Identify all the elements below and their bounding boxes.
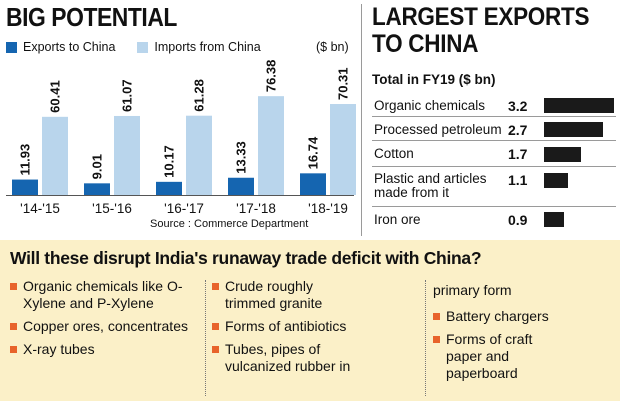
exports-title: LARGEST EXPORTS TO CHINA: [372, 3, 590, 58]
export-bar: [544, 122, 604, 137]
export-row: Iron ore 0.9: [372, 207, 616, 233]
bullet-icon: [10, 283, 17, 290]
x-tick-label: '16-'17: [164, 201, 204, 216]
data-label: 11.93: [18, 144, 33, 176]
x-tick-label: '15-'16: [92, 201, 132, 216]
list-item: Battery chargers: [433, 308, 613, 325]
list-item: Forms of antibiotics: [212, 318, 420, 335]
x-tick-label: '14-'15: [20, 201, 60, 216]
list-item-text: Crude roughly trimmed granite: [225, 278, 323, 311]
data-label: 76.38: [264, 60, 279, 92]
export-row: Plastic and articles made from it 1.1: [372, 167, 616, 207]
x-tick-label: '17-'18: [236, 201, 276, 216]
list-item: Forms of craft paper and paperboard: [433, 331, 613, 382]
export-label: Cotton: [374, 146, 414, 161]
export-value: 1.1: [508, 172, 528, 188]
bar-imports: [114, 115, 140, 195]
list-item: Crude roughly trimmed granite: [212, 278, 420, 312]
source-note: Source : Commerce Department: [150, 218, 309, 230]
export-value: 1.7: [508, 146, 528, 162]
export-bar: [544, 212, 564, 227]
data-label: 60.41: [48, 80, 63, 113]
list-item-text: X-ray tubes: [23, 341, 95, 357]
chart-title: BIG POTENTIAL: [6, 2, 177, 32]
bullet-icon: [433, 336, 440, 343]
export-label: Processed petroleum: [374, 122, 502, 137]
list-item-continuation: primary form: [433, 282, 512, 298]
export-label: Organic chemicals: [374, 98, 486, 113]
bar-chart: 11.93 60.41 '14-'15 9.01 61.07 '15-'16 10.17 61…: [6, 60, 356, 216]
bullet-icon: [212, 346, 219, 353]
bar-exports: [84, 183, 110, 195]
bar-exports: [156, 181, 182, 195]
bullet-column-1: Organic chemicals like O-Xylene and P-Xy…: [10, 278, 202, 364]
data-label: 13.33: [234, 141, 249, 174]
x-tick-label: '18-'19: [308, 201, 348, 216]
bar-exports: [300, 173, 326, 195]
list-item-text: Tubes, pipes of vulcanized rubber in: [225, 341, 351, 374]
chart-unit: ($ bn): [316, 40, 349, 54]
data-label: 16.74: [306, 136, 321, 169]
export-label: Plastic and articles made from it: [374, 171, 487, 200]
exports-subtitle: Total in FY19 ($ bn): [372, 72, 496, 87]
divider: [361, 4, 362, 236]
data-label: 61.07: [120, 79, 135, 112]
export-value: 0.9: [508, 212, 528, 228]
data-label: 70.31: [336, 67, 351, 100]
list-item: Tubes, pipes of vulcanized rubber in: [212, 341, 420, 375]
bullet-column-3: primary form Battery chargers Forms of c…: [433, 282, 613, 388]
export-bar: [544, 147, 582, 162]
data-label: 10.17: [162, 145, 177, 178]
exports-title-line2: TO CHINA: [372, 30, 479, 58]
list-item: Copper ores, concentrates: [10, 318, 202, 335]
data-label: 9.01: [90, 154, 105, 179]
column-divider: [205, 280, 206, 396]
bottom-title: Will these disrupt India's runaway trade…: [10, 248, 482, 268]
bottom-panel: Will these disrupt India's runaway trade…: [0, 240, 620, 401]
export-row: Cotton 1.7: [372, 141, 616, 167]
data-label: 61.28: [192, 79, 207, 112]
bar-imports: [42, 116, 68, 195]
bar-imports: [258, 96, 284, 195]
bar-imports: [186, 115, 212, 195]
bar-exports: [228, 177, 254, 195]
export-value: 3.2: [508, 98, 528, 114]
export-bar: [544, 98, 614, 113]
list-item-text: Battery chargers: [446, 308, 549, 324]
exports-title-line1: LARGEST EXPORTS: [372, 3, 590, 31]
legend-swatch-exports: [6, 41, 17, 53]
bullet-icon: [212, 323, 219, 330]
list-item-text: Forms of antibiotics: [225, 318, 347, 334]
legend-imports: Imports from China: [137, 40, 261, 54]
bullet-column-2: Crude roughly trimmed granite Forms of a…: [212, 278, 420, 381]
bullet-icon: [10, 323, 17, 330]
list-item-text: Forms of craft paper and paperboard: [446, 331, 533, 381]
export-row: Organic chemicals 3.2: [372, 93, 616, 117]
bullet-icon: [10, 346, 17, 353]
export-bar: [544, 173, 569, 188]
legend-exports: Exports to China: [6, 40, 115, 54]
bar-exports: [12, 179, 38, 195]
list-item: X-ray tubes: [10, 341, 202, 358]
list-item-text: Organic chemicals like O-Xylene and P-Xy…: [23, 278, 183, 311]
list-item-text: Copper ores, concentrates: [23, 318, 188, 334]
bullet-icon: [433, 313, 440, 320]
bar-imports: [330, 104, 356, 195]
list-item: Organic chemicals like O-Xylene and P-Xy…: [10, 278, 202, 312]
bullet-icon: [212, 283, 219, 290]
legend: Exports to China Imports from China: [6, 40, 283, 54]
column-divider: [425, 280, 426, 396]
export-label: Iron ore: [374, 212, 421, 227]
legend-swatch-imports: [137, 41, 149, 53]
export-row: Processed petroleum 2.7: [372, 117, 616, 141]
legend-label-imports: Imports from China: [154, 40, 261, 54]
export-value: 2.7: [508, 122, 528, 138]
legend-label-exports: Exports to China: [23, 40, 116, 54]
